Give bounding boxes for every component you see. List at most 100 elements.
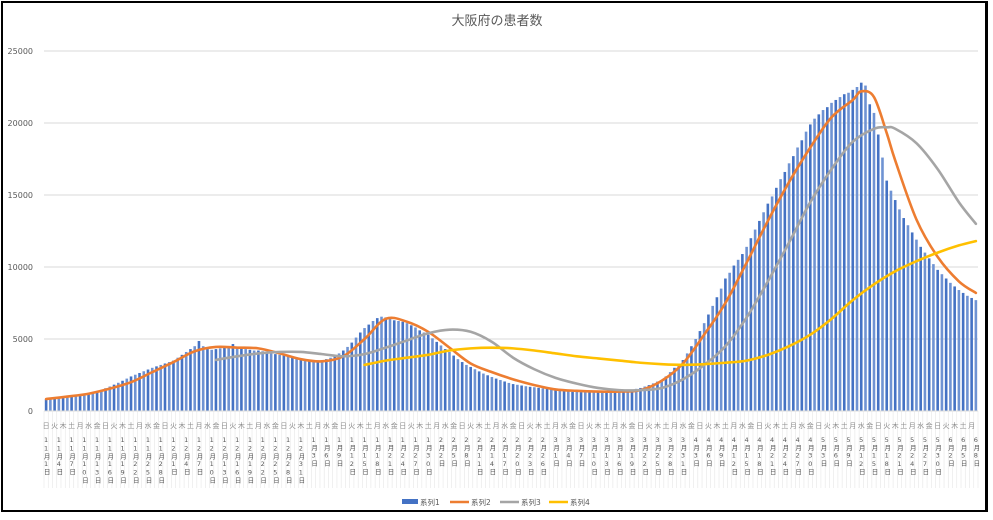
- bar: [329, 357, 332, 411]
- weekday-label: 木: [119, 421, 126, 430]
- weekday-label: 月: [849, 422, 856, 430]
- weekday-label: 金: [807, 421, 814, 430]
- bar: [320, 360, 324, 411]
- bar: [125, 378, 129, 411]
- weekday-label: 水: [204, 421, 211, 430]
- weekday-label: 日: [815, 422, 822, 430]
- bar: [766, 203, 770, 411]
- bar: [57, 397, 61, 411]
- weekday-label: 水: [263, 421, 270, 430]
- weekday-label: 土: [187, 421, 194, 430]
- bar: [783, 171, 787, 411]
- bar: [966, 295, 969, 411]
- weekday-label: 土: [128, 421, 135, 430]
- line-系列2: [44, 89, 978, 401]
- legend-label: 系列1: [420, 497, 440, 507]
- bar: [588, 392, 591, 411]
- bar: [83, 394, 86, 411]
- bar: [240, 348, 243, 411]
- weekday-label: 木: [832, 421, 839, 430]
- weekday-label: 火: [645, 422, 652, 430]
- y-tick-label: 25000: [8, 47, 33, 56]
- bar: [486, 375, 489, 411]
- bar: [681, 360, 685, 411]
- bar: [235, 347, 239, 411]
- bar: [146, 369, 150, 411]
- bar: [847, 92, 850, 411]
- bar: [91, 393, 95, 411]
- weekday-label: 日: [518, 422, 525, 430]
- bar: [545, 388, 549, 411]
- line-系列4: [363, 239, 978, 367]
- bar: [142, 371, 146, 411]
- legend-label: 系列4: [570, 497, 590, 507]
- bar: [817, 114, 821, 412]
- bar: [456, 359, 460, 411]
- weekday-label: 水: [858, 421, 865, 430]
- bar: [70, 396, 73, 411]
- bar: [363, 328, 366, 411]
- weekday-label: 水: [85, 421, 92, 430]
- weekday-label: 火: [111, 422, 118, 430]
- bar: [116, 382, 120, 411]
- weekday-label: 火: [705, 422, 712, 430]
- bar: [902, 218, 906, 411]
- bar: [180, 354, 184, 411]
- y-tick-label: 5000: [13, 335, 33, 344]
- bar: [609, 391, 613, 411]
- bar: [541, 388, 545, 411]
- bar: [872, 112, 876, 412]
- bar: [825, 107, 829, 411]
- weekday-label: 火: [764, 422, 771, 430]
- weekday-label: 土: [484, 421, 491, 430]
- bar: [100, 390, 103, 411]
- weekday-label: 日: [340, 422, 347, 430]
- weekday-label: 火: [943, 422, 950, 430]
- weekday-label: 土: [306, 421, 313, 430]
- weekday-label: 水: [442, 421, 449, 430]
- weekday-label: 月: [314, 422, 321, 430]
- weekday-label: 木: [357, 421, 364, 430]
- bar: [295, 358, 298, 411]
- weekday-label: 木: [178, 421, 185, 430]
- weekday-label: 火: [467, 422, 474, 430]
- bar: [507, 382, 511, 411]
- weekday-label: 日: [578, 422, 585, 430]
- weekday-label: 水: [739, 421, 746, 430]
- bar: [380, 316, 383, 411]
- weekday-label: 火: [348, 422, 355, 430]
- weekday-label: 日: [696, 422, 703, 430]
- bar: [269, 353, 273, 411]
- weekday-label: 月: [195, 422, 202, 430]
- bar: [499, 380, 502, 411]
- weekday-label: 日: [102, 422, 109, 430]
- bar: [418, 330, 422, 411]
- bar: [677, 364, 680, 411]
- bar: [970, 297, 973, 411]
- y-tick-label: 0: [28, 407, 33, 416]
- bar: [469, 366, 472, 411]
- weekday-label: 火: [289, 422, 296, 430]
- bar: [915, 239, 918, 411]
- weekday-label: 日: [43, 422, 50, 430]
- bar: [885, 180, 889, 411]
- bar: [664, 376, 668, 411]
- bar: [562, 390, 566, 411]
- bar: [881, 157, 884, 411]
- weekday-label: 火: [883, 422, 890, 430]
- weekday-label: 水: [145, 421, 152, 430]
- bar: [214, 349, 218, 411]
- bar: [694, 339, 697, 411]
- bar: [435, 341, 439, 411]
- bar: [460, 362, 464, 411]
- bar: [643, 386, 647, 411]
- weekday-label: 日: [756, 422, 763, 430]
- bar: [206, 349, 209, 411]
- bar: [78, 395, 82, 411]
- bar: [422, 332, 426, 411]
- bar: [690, 346, 693, 411]
- bar: [312, 360, 315, 411]
- weekday-label: 月: [909, 422, 916, 430]
- bar: [448, 351, 451, 411]
- bar: [537, 387, 540, 411]
